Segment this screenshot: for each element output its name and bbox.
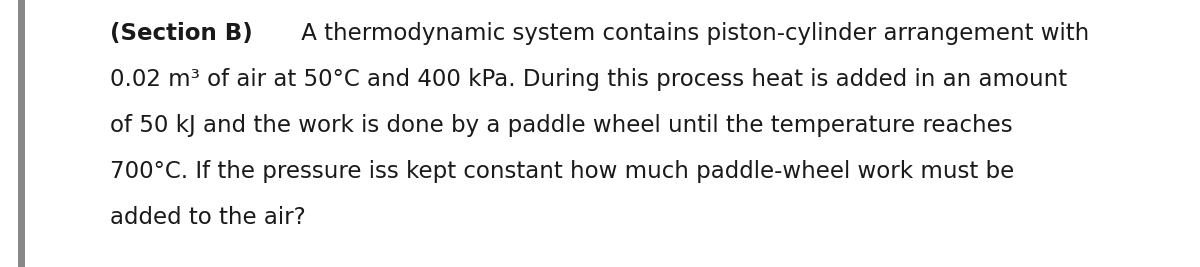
Text: (Section B): (Section B) (110, 22, 253, 45)
Text: A thermodynamic system contains piston-cylinder arrangement with: A thermodynamic system contains piston-c… (294, 22, 1090, 45)
Text: 700°C. If the pressure iss kept constant how much paddle-wheel work must be: 700°C. If the pressure iss kept constant… (110, 160, 1014, 183)
Bar (18, 0, 25, 267)
Text: 0.02 m³ of air at 50°C and 400 kPa. During this process heat is added in an amou: 0.02 m³ of air at 50°C and 400 kPa. Duri… (110, 68, 1067, 91)
Text: added to the air?: added to the air? (110, 206, 306, 229)
Text: of 50 kJ and the work is done by a paddle wheel until the temperature reaches: of 50 kJ and the work is done by a paddl… (110, 114, 1013, 137)
